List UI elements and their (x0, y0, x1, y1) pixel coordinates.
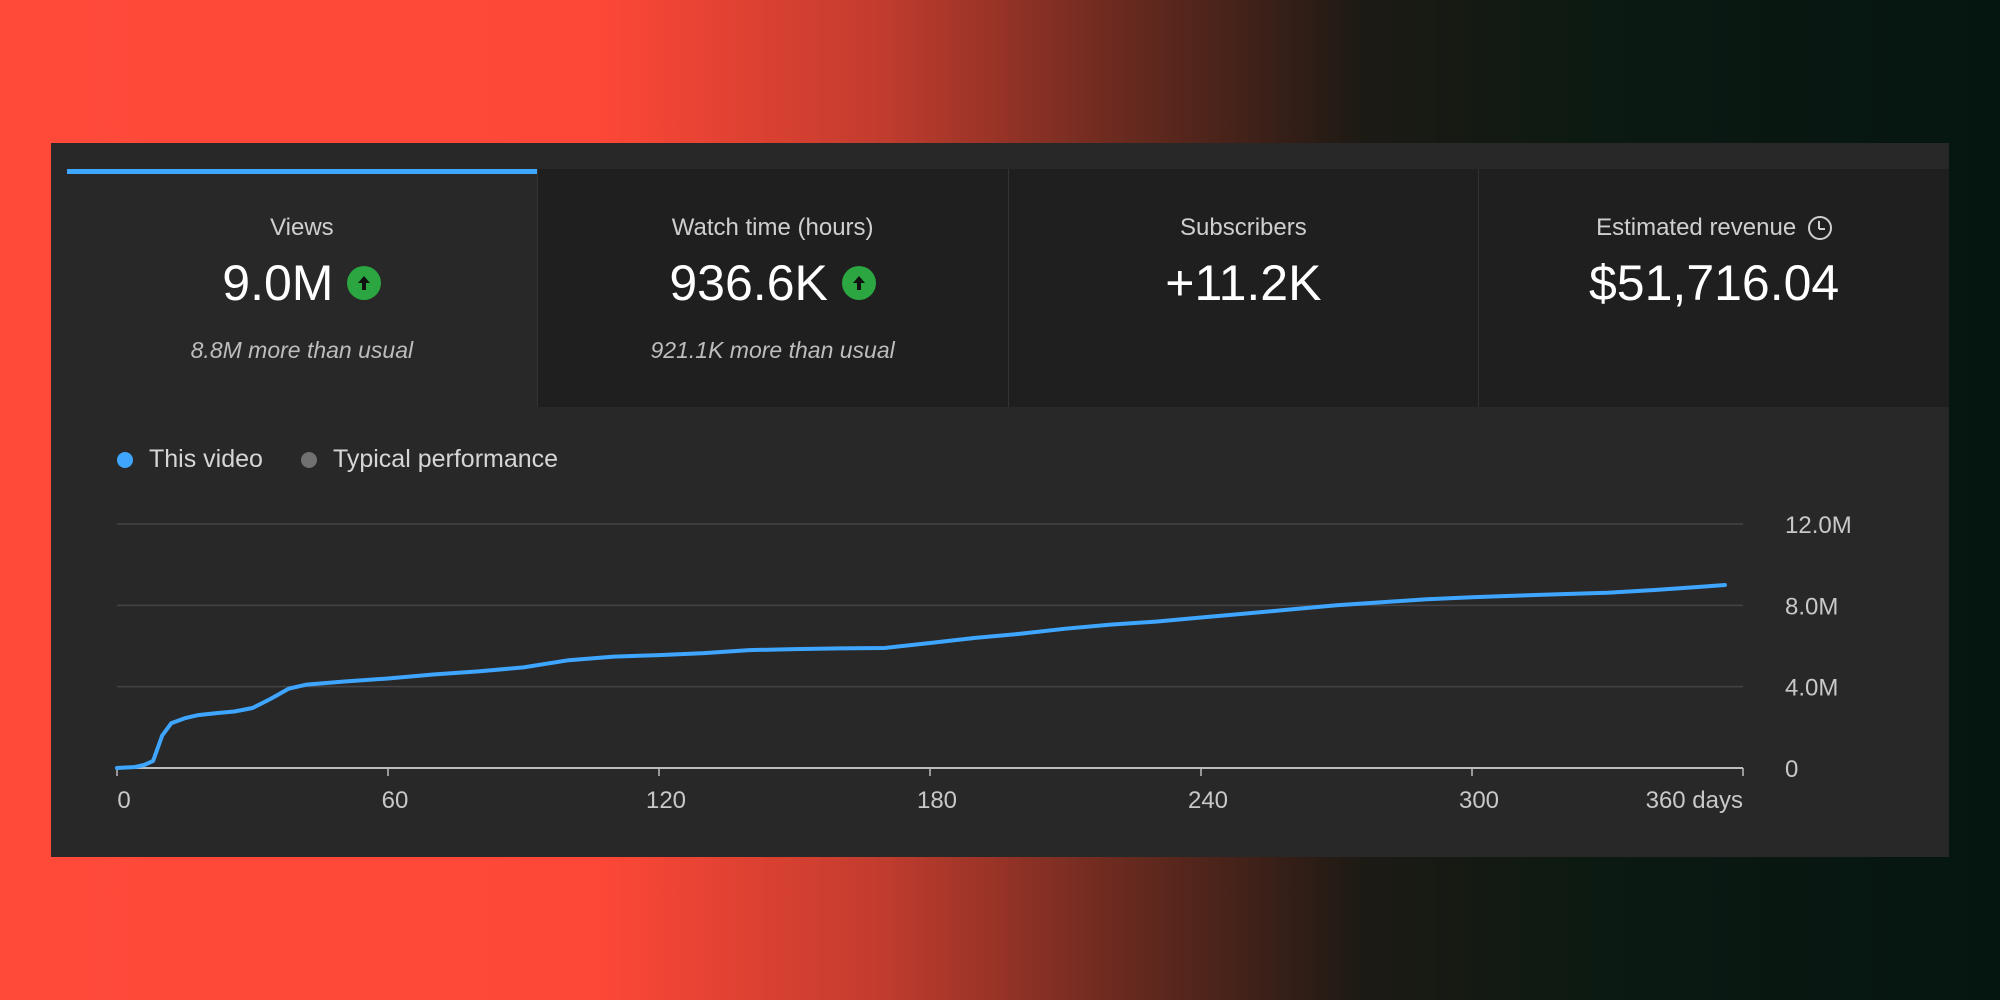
views-line-chart: 0 60 120 180 240 300 360 days 0 4.0M 8.0M 12.0M (115, 512, 1852, 814)
x-tick-label: 120 (646, 787, 686, 814)
chart-legend: This video Typical performance (117, 445, 558, 474)
y-axis: 0 4.0M 8.0M 12.0M (1785, 512, 1852, 783)
legend-item-this-video[interactable]: This video (117, 445, 263, 474)
metric-value: 9.0M (67, 254, 537, 312)
clock-icon[interactable] (1808, 216, 1833, 240)
metric-card-subscribers[interactable]: Subscribers +11.2K (1007, 169, 1479, 407)
x-tick-label: 240 (1188, 787, 1228, 814)
chart-grid (117, 523, 1743, 769)
metric-comparison: 921.1K more than usual (650, 337, 895, 363)
metric-label: Subscribers (1180, 214, 1307, 241)
y-tick-label: 8.0M (1785, 593, 1838, 620)
analytics-panel: Views 9.0M 8.8M more than usual Watch ti… (51, 143, 1949, 857)
x-tick-label: 180 (917, 787, 957, 814)
x-tick-label: 60 (382, 787, 409, 814)
x-axis: 0 60 120 180 240 300 360 days (116, 768, 1744, 814)
metric-comparison: 8.8M more than usual (190, 337, 414, 363)
metric-cards: Views 9.0M 8.8M more than usual Watch ti… (67, 169, 1949, 407)
legend-dot-icon (300, 451, 317, 468)
selected-tab-indicator (67, 169, 537, 174)
series-line-this-video (115, 583, 1727, 770)
y-tick-label: 0 (1785, 756, 1798, 783)
x-tick-label: 300 (1459, 787, 1499, 814)
metric-card-revenue[interactable]: Estimated revenue $51,716.04 (1478, 169, 1949, 407)
legend-dot-icon (117, 451, 133, 468)
legend-label: Typical performance (332, 445, 559, 473)
metric-label: Views (270, 214, 334, 241)
legend-item-typical[interactable]: Typical performance (300, 445, 559, 474)
arrow-up-icon (347, 266, 382, 300)
y-tick-label: 12.0M (1785, 512, 1852, 539)
metric-label: Watch time (hours) (671, 214, 874, 241)
metric-value: 936.6K (538, 254, 1008, 312)
metric-card-watch-time[interactable]: Watch time (hours) 936.6K 921.1K more th… (536, 169, 1008, 407)
metric-label: Estimated revenue (1479, 214, 1949, 242)
legend-label: This video (149, 445, 263, 473)
metric-card-views[interactable]: Views 9.0M 8.8M more than usual (67, 169, 537, 407)
metric-value: $51,716.04 (1589, 255, 1840, 311)
x-tick-label: 360 days (1646, 787, 1743, 814)
metric-value: +11.2K (1165, 255, 1322, 311)
x-tick-label: 0 (117, 787, 130, 814)
arrow-up-icon (841, 266, 876, 300)
y-tick-label: 4.0M (1785, 675, 1838, 702)
chart-series (115, 583, 1727, 770)
